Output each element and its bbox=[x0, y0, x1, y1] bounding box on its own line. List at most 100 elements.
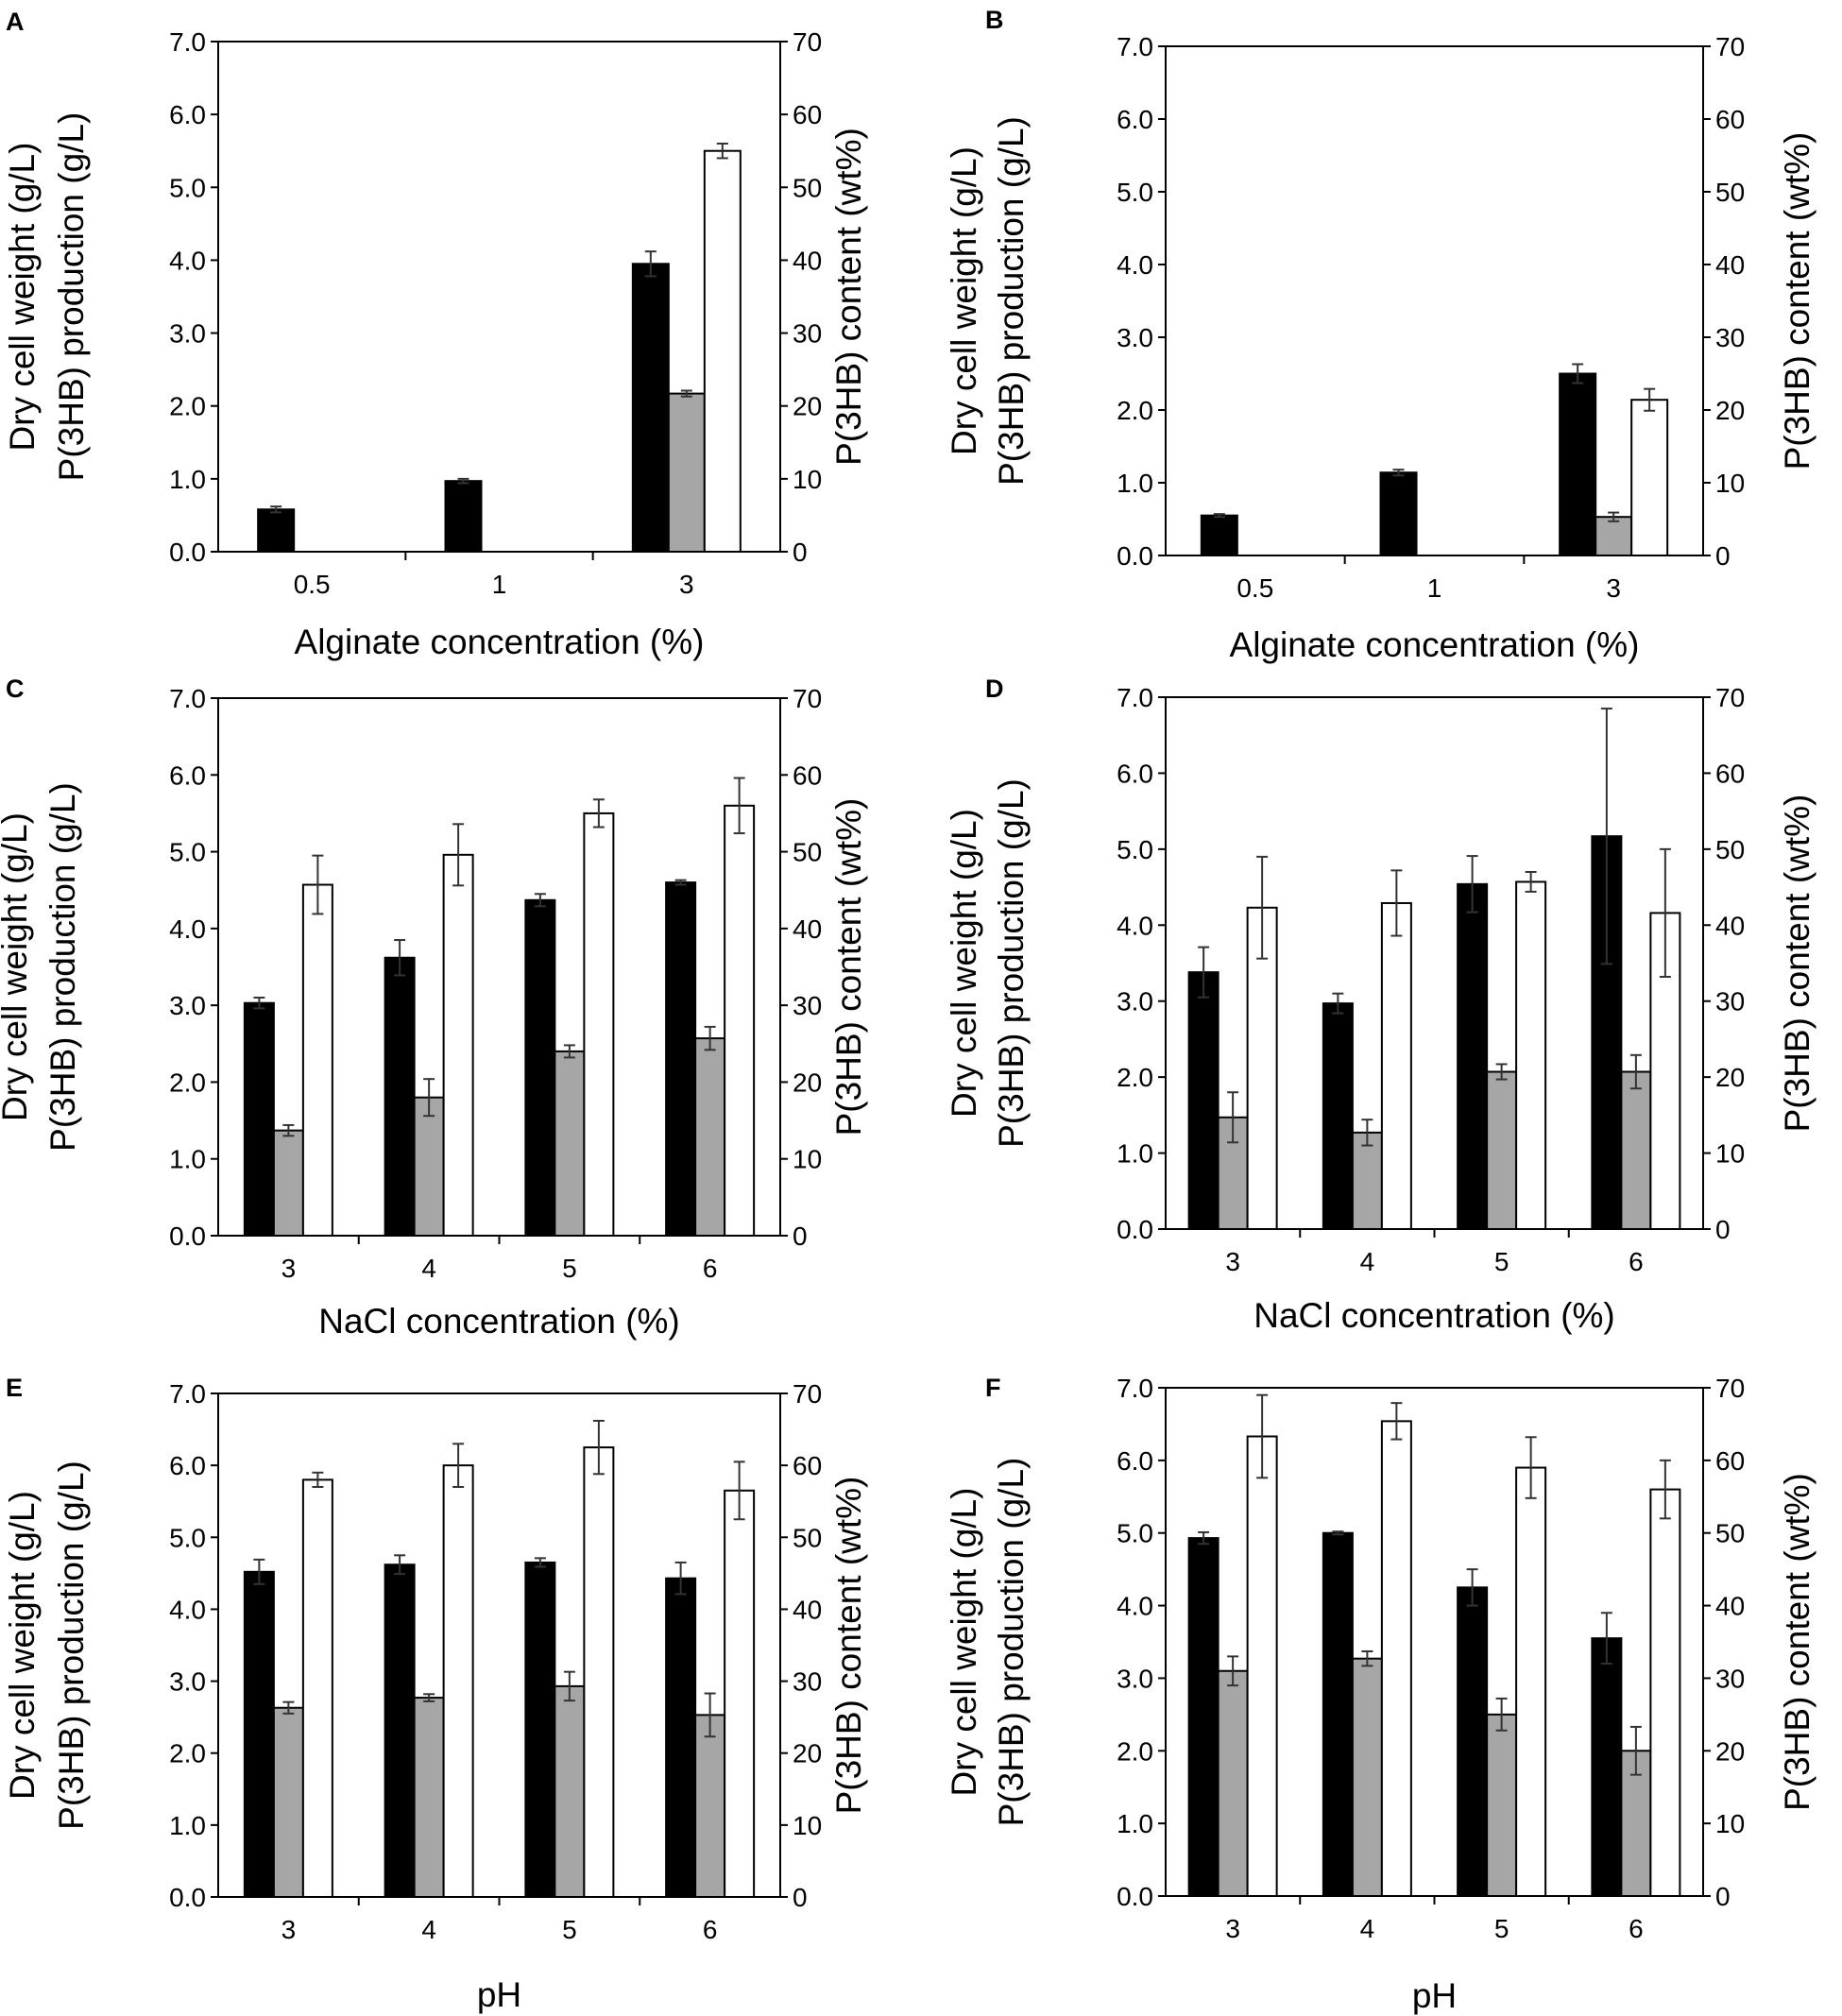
y-left-label-p3hb: P(3HB) production (g/L) bbox=[52, 1461, 91, 1830]
bar-p3hb-content bbox=[1246, 1435, 1278, 1897]
bar-p3hb-production bbox=[1486, 1070, 1518, 1230]
bar-dry-cell-weight bbox=[1200, 514, 1238, 557]
y-left-tick-label: 3.0 bbox=[169, 1667, 206, 1697]
y-left-tick-label: 7.0 bbox=[169, 684, 206, 713]
bar-p3hb-content bbox=[1380, 1420, 1412, 1897]
bar-dry-cell-weight bbox=[1379, 471, 1418, 556]
bar-dry-cell-weight bbox=[1187, 971, 1219, 1231]
x-tick-label: 0.5 bbox=[294, 570, 331, 599]
y-right-tick-label: 30 bbox=[793, 319, 822, 349]
bar-p3hb-content bbox=[1515, 880, 1547, 1230]
panel-letter: D bbox=[985, 675, 1004, 703]
bar-p3hb-content bbox=[301, 1478, 333, 1899]
y-right-label: P(3HB) content (wt%) bbox=[1778, 1473, 1816, 1811]
bar-p3hb-production bbox=[1351, 1657, 1383, 1897]
bar-p3hb-content bbox=[1380, 901, 1412, 1230]
y-right-tick-label: 20 bbox=[1715, 1736, 1745, 1766]
y-left-tick-label: 1.0 bbox=[169, 1811, 206, 1840]
y-right-tick-label: 20 bbox=[793, 1068, 822, 1097]
y-left-tick-label: 1.0 bbox=[169, 465, 206, 494]
panel-letter: E bbox=[6, 1374, 23, 1402]
chart-panel-e: E 0.0 1.0 2.0 3.0 4.0 5.0 6.0 7.0 0 10 20 30 40 50 60 70… bbox=[3, 1374, 868, 2014]
y-right-tick-label: 70 bbox=[1715, 683, 1745, 712]
bar-dry-cell-weight bbox=[444, 480, 483, 553]
bar-dry-cell-weight bbox=[257, 508, 296, 553]
y-left-tick-label: 7.0 bbox=[1117, 32, 1153, 61]
y-right-tick-label: 60 bbox=[1715, 759, 1745, 788]
y-left-tick-label: 0.0 bbox=[1117, 1215, 1153, 1244]
y-left-label-p3hb: P(3HB) production (g/L) bbox=[992, 1458, 1031, 1827]
bar-dry-cell-weight bbox=[524, 898, 556, 1237]
y-left-tick-label: 3.0 bbox=[1117, 987, 1153, 1017]
x-axis-label: pH bbox=[1412, 1976, 1457, 2015]
x-tick-label: 3 bbox=[281, 1915, 297, 1944]
y-right-tick-label: 0 bbox=[793, 538, 808, 567]
chart-panel-a: A 0.0 1.0 2.0 3.0 4.0 5.0 6.0 7.0 0 10 20 30 40 50 60 70… bbox=[3, 8, 868, 661]
y-left-label-p3hb: P(3HB) production (g/L) bbox=[52, 112, 91, 482]
bar-p3hb-production bbox=[667, 392, 706, 553]
y-left-tick-label: 4.0 bbox=[1117, 1592, 1153, 1621]
y-right-tick-label: 20 bbox=[793, 392, 822, 421]
y-left-tick-label: 2.0 bbox=[169, 1739, 206, 1768]
y-right-tick-label: 60 bbox=[793, 1451, 822, 1480]
y-left-tick-label: 2.0 bbox=[169, 1068, 206, 1097]
bar-p3hb-production bbox=[413, 1697, 445, 1898]
y-left-tick-label: 1.0 bbox=[1117, 469, 1153, 498]
bar-p3hb-content bbox=[442, 1464, 474, 1898]
y-right-tick-label: 50 bbox=[1715, 835, 1745, 864]
y-left-tick-label: 2.0 bbox=[1117, 1063, 1153, 1092]
x-tick-label: 0.5 bbox=[1237, 573, 1273, 603]
bar-dry-cell-weight bbox=[243, 1570, 275, 1898]
bar-dry-cell-weight bbox=[631, 263, 670, 553]
bar-dry-cell-weight bbox=[524, 1561, 556, 1898]
bar-dry-cell-weight bbox=[665, 1577, 697, 1898]
y-right-tick-label: 70 bbox=[793, 684, 822, 713]
y-left-tick-label: 3.0 bbox=[169, 991, 206, 1020]
y-left-label-dcw: Dry cell weight (g/L) bbox=[945, 1488, 983, 1797]
y-right-tick-label: 70 bbox=[1715, 32, 1745, 61]
y-left-tick-label: 5.0 bbox=[169, 1523, 206, 1552]
y-left-label-p3hb: P(3HB) production (g/L) bbox=[43, 782, 82, 1152]
panel-letter: C bbox=[6, 675, 25, 703]
x-tick-label: 6 bbox=[703, 1254, 718, 1283]
y-left-label-dcw: Dry cell weight (g/L) bbox=[0, 812, 34, 1121]
x-tick-label: 4 bbox=[1360, 1914, 1375, 1943]
y-right-tick-label: 10 bbox=[1715, 1139, 1745, 1169]
y-left-tick-label: 4.0 bbox=[1117, 250, 1153, 280]
chart-panel-f: F 0.0 1.0 2.0 3.0 4.0 5.0 6.0 7.0 0 10 20 30 40 50 60 70… bbox=[945, 1374, 1816, 2015]
y-left-label-p3hb: P(3HB) production (g/L) bbox=[992, 116, 1031, 486]
x-axis-label: Alginate concentration (%) bbox=[1230, 625, 1640, 664]
y-left-tick-label: 1.0 bbox=[1117, 1139, 1153, 1169]
y-right-tick-label: 20 bbox=[1715, 396, 1745, 425]
y-right-tick-label: 30 bbox=[793, 991, 822, 1020]
y-right-tick-label: 0 bbox=[1715, 1882, 1731, 1911]
y-left-tick-label: 5.0 bbox=[1117, 178, 1153, 207]
bar-dry-cell-weight bbox=[665, 881, 697, 1237]
y-left-tick-label: 1.0 bbox=[169, 1145, 206, 1174]
x-tick-label: 4 bbox=[1360, 1247, 1375, 1276]
y-right-tick-label: 10 bbox=[793, 465, 822, 494]
y-right-label: P(3HB) content (wt%) bbox=[829, 128, 868, 466]
y-left-tick-label: 5.0 bbox=[169, 838, 206, 867]
y-right-tick-label: 60 bbox=[1715, 1446, 1745, 1476]
bar-p3hb-production bbox=[554, 1050, 586, 1238]
y-right-tick-label: 60 bbox=[1715, 105, 1745, 134]
y-right-tick-label: 40 bbox=[793, 1595, 822, 1624]
x-tick-label: 1 bbox=[492, 570, 507, 599]
y-right-tick-label: 50 bbox=[793, 1523, 822, 1552]
y-left-tick-label: 4.0 bbox=[169, 914, 206, 944]
x-tick-label: 6 bbox=[1629, 1247, 1644, 1276]
y-right-tick-label: 30 bbox=[793, 1667, 822, 1697]
panel-letter: A bbox=[6, 8, 25, 36]
y-right-tick-label: 10 bbox=[793, 1145, 822, 1174]
y-right-tick-label: 30 bbox=[1715, 323, 1745, 352]
bar-p3hb-content bbox=[583, 812, 615, 1238]
bar-dry-cell-weight bbox=[1457, 882, 1489, 1231]
y-left-tick-label: 2.0 bbox=[1117, 396, 1153, 425]
plot-frame bbox=[217, 41, 781, 553]
y-left-tick-label: 0.0 bbox=[169, 1883, 206, 1912]
bar-p3hb-content bbox=[724, 1489, 756, 1898]
panel-letter: F bbox=[985, 1374, 1001, 1402]
y-right-tick-label: 50 bbox=[793, 838, 822, 867]
x-tick-label: 3 bbox=[1606, 573, 1621, 603]
